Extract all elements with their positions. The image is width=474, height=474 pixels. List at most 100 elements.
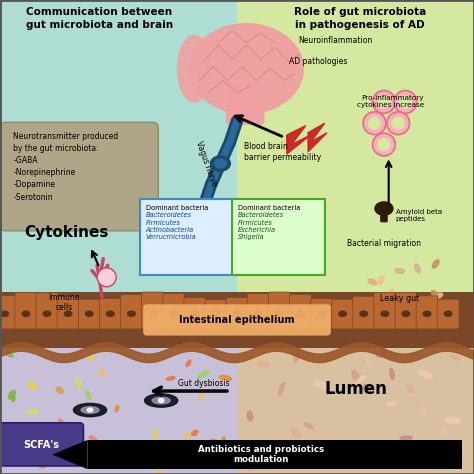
FancyBboxPatch shape [374, 292, 396, 329]
Circle shape [399, 95, 412, 109]
FancyBboxPatch shape [140, 199, 235, 275]
Circle shape [373, 91, 395, 113]
FancyBboxPatch shape [120, 295, 142, 329]
Ellipse shape [376, 350, 387, 357]
Text: Dominant bacteria: Dominant bacteria [146, 205, 208, 211]
Ellipse shape [360, 311, 367, 317]
Ellipse shape [174, 445, 186, 450]
Circle shape [394, 91, 417, 113]
Ellipse shape [222, 437, 226, 446]
Ellipse shape [375, 202, 393, 215]
FancyBboxPatch shape [0, 423, 83, 466]
Ellipse shape [199, 202, 209, 210]
FancyBboxPatch shape [0, 292, 474, 348]
Ellipse shape [107, 311, 114, 317]
FancyBboxPatch shape [88, 440, 462, 469]
Text: Neurotransmitter produced
by the gut microbiota:
-GABA
-Norepinephrine
-Dopamine: Neurotransmitter produced by the gut mic… [13, 132, 118, 201]
FancyBboxPatch shape [143, 304, 331, 336]
Ellipse shape [368, 279, 377, 285]
Ellipse shape [99, 370, 105, 375]
Ellipse shape [446, 417, 460, 424]
Ellipse shape [395, 268, 404, 273]
Ellipse shape [212, 311, 219, 317]
FancyBboxPatch shape [247, 293, 269, 329]
Text: Bacteroidetes
Firmicutes
Actinobacteria
Verrucmicrobia: Bacteroidetes Firmicutes Actinobacteria … [146, 212, 196, 240]
FancyBboxPatch shape [395, 292, 417, 329]
Ellipse shape [178, 36, 211, 102]
Ellipse shape [441, 428, 447, 435]
Text: Gut dysbiosis: Gut dysbiosis [178, 379, 230, 388]
Ellipse shape [382, 457, 394, 466]
Text: Dominant bacteria: Dominant bacteria [238, 205, 301, 211]
Text: Leaky gut: Leaky gut [380, 294, 419, 303]
Circle shape [368, 117, 381, 130]
Ellipse shape [390, 368, 394, 380]
Ellipse shape [233, 311, 241, 317]
Ellipse shape [195, 200, 213, 213]
Text: Role of gut microbiota
in pathogenesis of AD: Role of gut microbiota in pathogenesis o… [294, 7, 427, 29]
Text: Lumen: Lumen [324, 380, 387, 398]
Ellipse shape [356, 375, 365, 384]
Ellipse shape [115, 405, 119, 412]
Ellipse shape [400, 436, 412, 440]
Ellipse shape [182, 442, 185, 453]
Ellipse shape [420, 406, 425, 417]
FancyBboxPatch shape [268, 292, 290, 329]
Ellipse shape [428, 296, 437, 301]
Ellipse shape [1, 311, 9, 317]
Ellipse shape [365, 355, 372, 365]
Ellipse shape [75, 378, 82, 389]
Ellipse shape [43, 311, 51, 317]
Ellipse shape [73, 403, 107, 417]
Ellipse shape [158, 399, 164, 402]
FancyBboxPatch shape [163, 293, 184, 329]
Text: AD pathologies: AD pathologies [289, 57, 347, 66]
Polygon shape [287, 126, 310, 154]
Ellipse shape [85, 311, 93, 317]
Ellipse shape [386, 401, 396, 406]
Ellipse shape [35, 462, 45, 468]
Ellipse shape [241, 456, 246, 463]
Ellipse shape [26, 410, 39, 414]
Ellipse shape [86, 353, 94, 361]
Ellipse shape [128, 311, 135, 317]
FancyBboxPatch shape [416, 296, 438, 329]
Ellipse shape [381, 311, 389, 317]
Ellipse shape [170, 311, 177, 317]
Ellipse shape [145, 394, 178, 407]
FancyBboxPatch shape [184, 298, 206, 329]
Ellipse shape [378, 276, 384, 285]
Ellipse shape [64, 311, 72, 317]
Ellipse shape [191, 311, 199, 317]
Ellipse shape [451, 356, 461, 360]
Ellipse shape [186, 360, 191, 366]
Ellipse shape [65, 449, 76, 455]
FancyBboxPatch shape [232, 199, 325, 275]
FancyBboxPatch shape [0, 122, 158, 231]
Ellipse shape [432, 260, 439, 268]
Ellipse shape [304, 423, 313, 428]
Ellipse shape [339, 311, 346, 317]
Ellipse shape [219, 375, 231, 381]
FancyBboxPatch shape [290, 295, 311, 329]
Ellipse shape [364, 385, 370, 393]
Ellipse shape [419, 371, 433, 379]
FancyBboxPatch shape [78, 300, 100, 329]
Circle shape [373, 133, 395, 156]
Text: SCFA's: SCFA's [24, 439, 60, 450]
Ellipse shape [294, 348, 301, 362]
FancyBboxPatch shape [332, 300, 354, 329]
FancyBboxPatch shape [437, 299, 459, 329]
Ellipse shape [415, 264, 420, 273]
Ellipse shape [390, 296, 399, 301]
Ellipse shape [255, 311, 262, 317]
Ellipse shape [81, 407, 99, 413]
FancyBboxPatch shape [237, 348, 474, 474]
FancyBboxPatch shape [142, 292, 164, 329]
Ellipse shape [211, 458, 218, 464]
Ellipse shape [214, 159, 227, 168]
Text: Intestinal epithelium: Intestinal epithelium [179, 315, 295, 325]
Ellipse shape [431, 291, 438, 299]
Ellipse shape [183, 432, 194, 438]
Ellipse shape [141, 451, 147, 458]
